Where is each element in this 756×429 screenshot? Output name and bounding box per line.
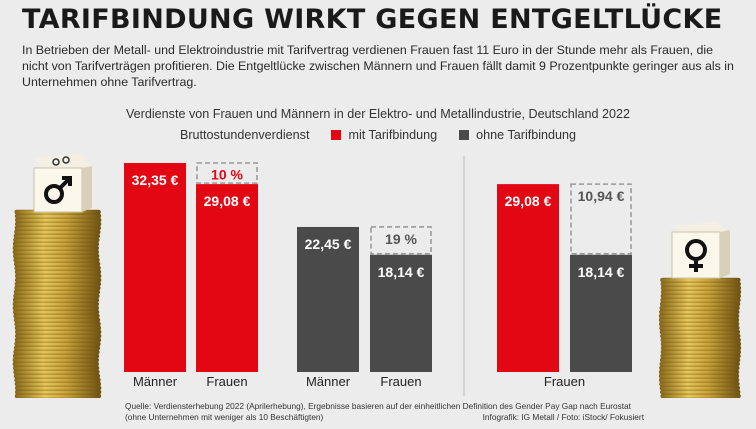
intro-text: In Betrieben der Metall- und Elektroindu…	[22, 43, 734, 89]
chart-title: Verdienste von Frauen und Männern in der…	[125, 107, 631, 121]
male-coin-stack-image	[12, 154, 102, 398]
male-symbol-dice-icon	[33, 154, 92, 213]
female-symbol-dice-icon	[671, 222, 730, 279]
category-label: Männer	[306, 374, 351, 389]
bar-5	[497, 184, 559, 372]
bar-value-label: 18,14 €	[578, 264, 625, 280]
bar-6	[570, 254, 632, 372]
source-note: Quelle: Verdiensterhebung 2022 (Aprilerh…	[125, 401, 631, 422]
gap-box	[370, 226, 432, 255]
bar-value-label: 29,08 €	[204, 193, 251, 209]
bar-value-label: 29,08 €	[505, 193, 552, 209]
legend-swatch-ohne	[459, 130, 470, 140]
bar-3	[297, 226, 359, 372]
bar-value-label: 18,14 €	[378, 264, 425, 280]
y-axis-label: Bruttostundenverdienst	[179, 128, 310, 142]
gap-label: 19 %	[385, 231, 417, 247]
legend-label-tarif: mit Tarifbindung	[348, 128, 438, 142]
bar-2	[196, 184, 258, 372]
legend-swatch-tarif	[331, 130, 342, 140]
bar-value-label: 22,45 €	[305, 236, 352, 252]
legend: Bruttostundenverdienst mit Tarifbindung …	[0, 128, 756, 142]
category-label: Frauen	[380, 374, 421, 389]
bar-4	[370, 254, 432, 372]
headline: TARIFBINDUNG WIRKT GEGEN ENTGELTLÜCKE	[22, 4, 723, 35]
gap-label: 10,94 €	[578, 188, 625, 204]
gap-box	[570, 183, 632, 255]
bar-value-label: 32,35 €	[132, 172, 179, 188]
female-coin-stack-image	[658, 222, 742, 398]
credit: Infografik: IG Metall / Foto: iStock/ Fo…	[482, 412, 644, 422]
category-label: Männer	[133, 374, 178, 389]
legend-label-ohne: ohne Tarifbindung	[476, 128, 577, 142]
bar-1	[124, 163, 186, 372]
category-label: Frauen	[206, 374, 247, 389]
gap-label: 10 %	[211, 167, 243, 183]
category-label: Frauen	[544, 374, 585, 389]
